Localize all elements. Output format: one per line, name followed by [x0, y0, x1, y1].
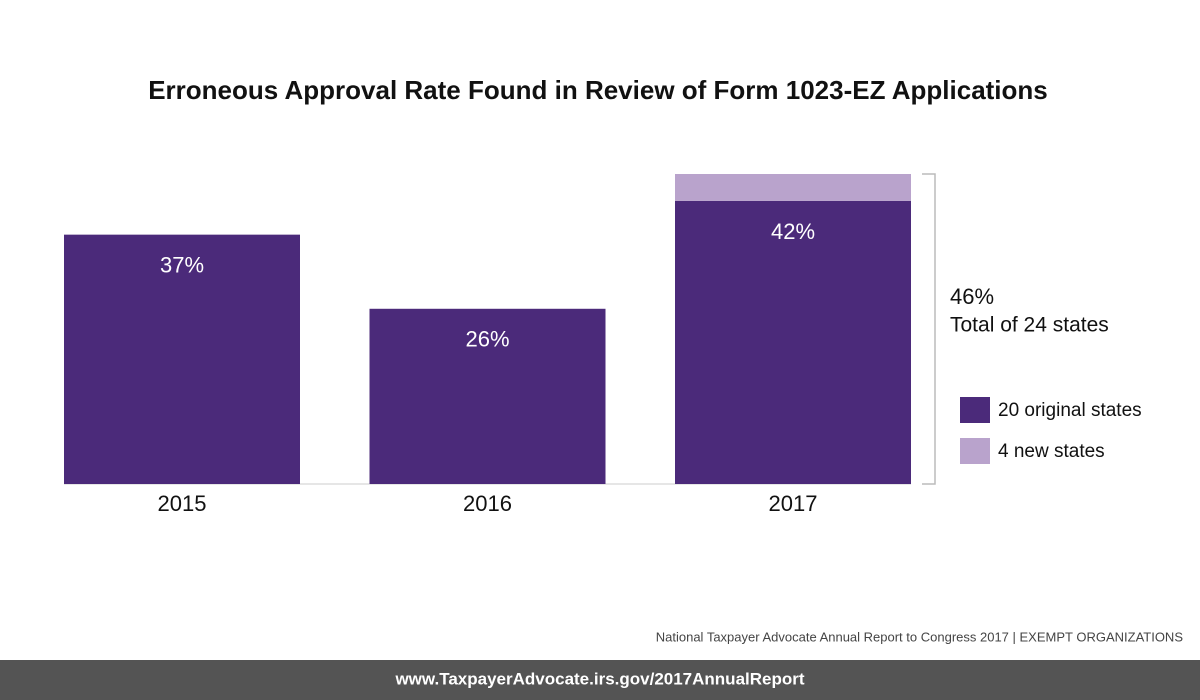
- legend-swatch: [960, 438, 990, 464]
- source: National Taxpayer Advocate Annual Report…: [656, 629, 1184, 644]
- footer-url: www.TaxpayerAdvocate.irs.gov/2017AnnualR…: [394, 669, 804, 688]
- annotation: 46%: [950, 284, 994, 309]
- chart-title: Erroneous Approval Rate Found in Review …: [148, 75, 1048, 105]
- footer-bar: [0, 660, 1200, 700]
- value-label: 42%: [771, 219, 815, 244]
- legend-label: 4 new states: [998, 441, 1105, 462]
- bar: [675, 200, 911, 484]
- bar: [369, 308, 606, 484]
- annotation: Total of 24 states: [950, 314, 1109, 337]
- bar: [675, 174, 911, 201]
- legend-swatch: [960, 397, 990, 423]
- bracket: [922, 173, 936, 485]
- value-label: 37%: [160, 252, 204, 277]
- value-label: 26%: [465, 327, 509, 352]
- legend-label: 20 original states: [998, 400, 1142, 421]
- bar: [64, 234, 300, 484]
- x-tick-label: 2017: [769, 491, 818, 516]
- x-tick-label: 2015: [158, 491, 207, 516]
- x-tick-label: 2016: [463, 491, 512, 516]
